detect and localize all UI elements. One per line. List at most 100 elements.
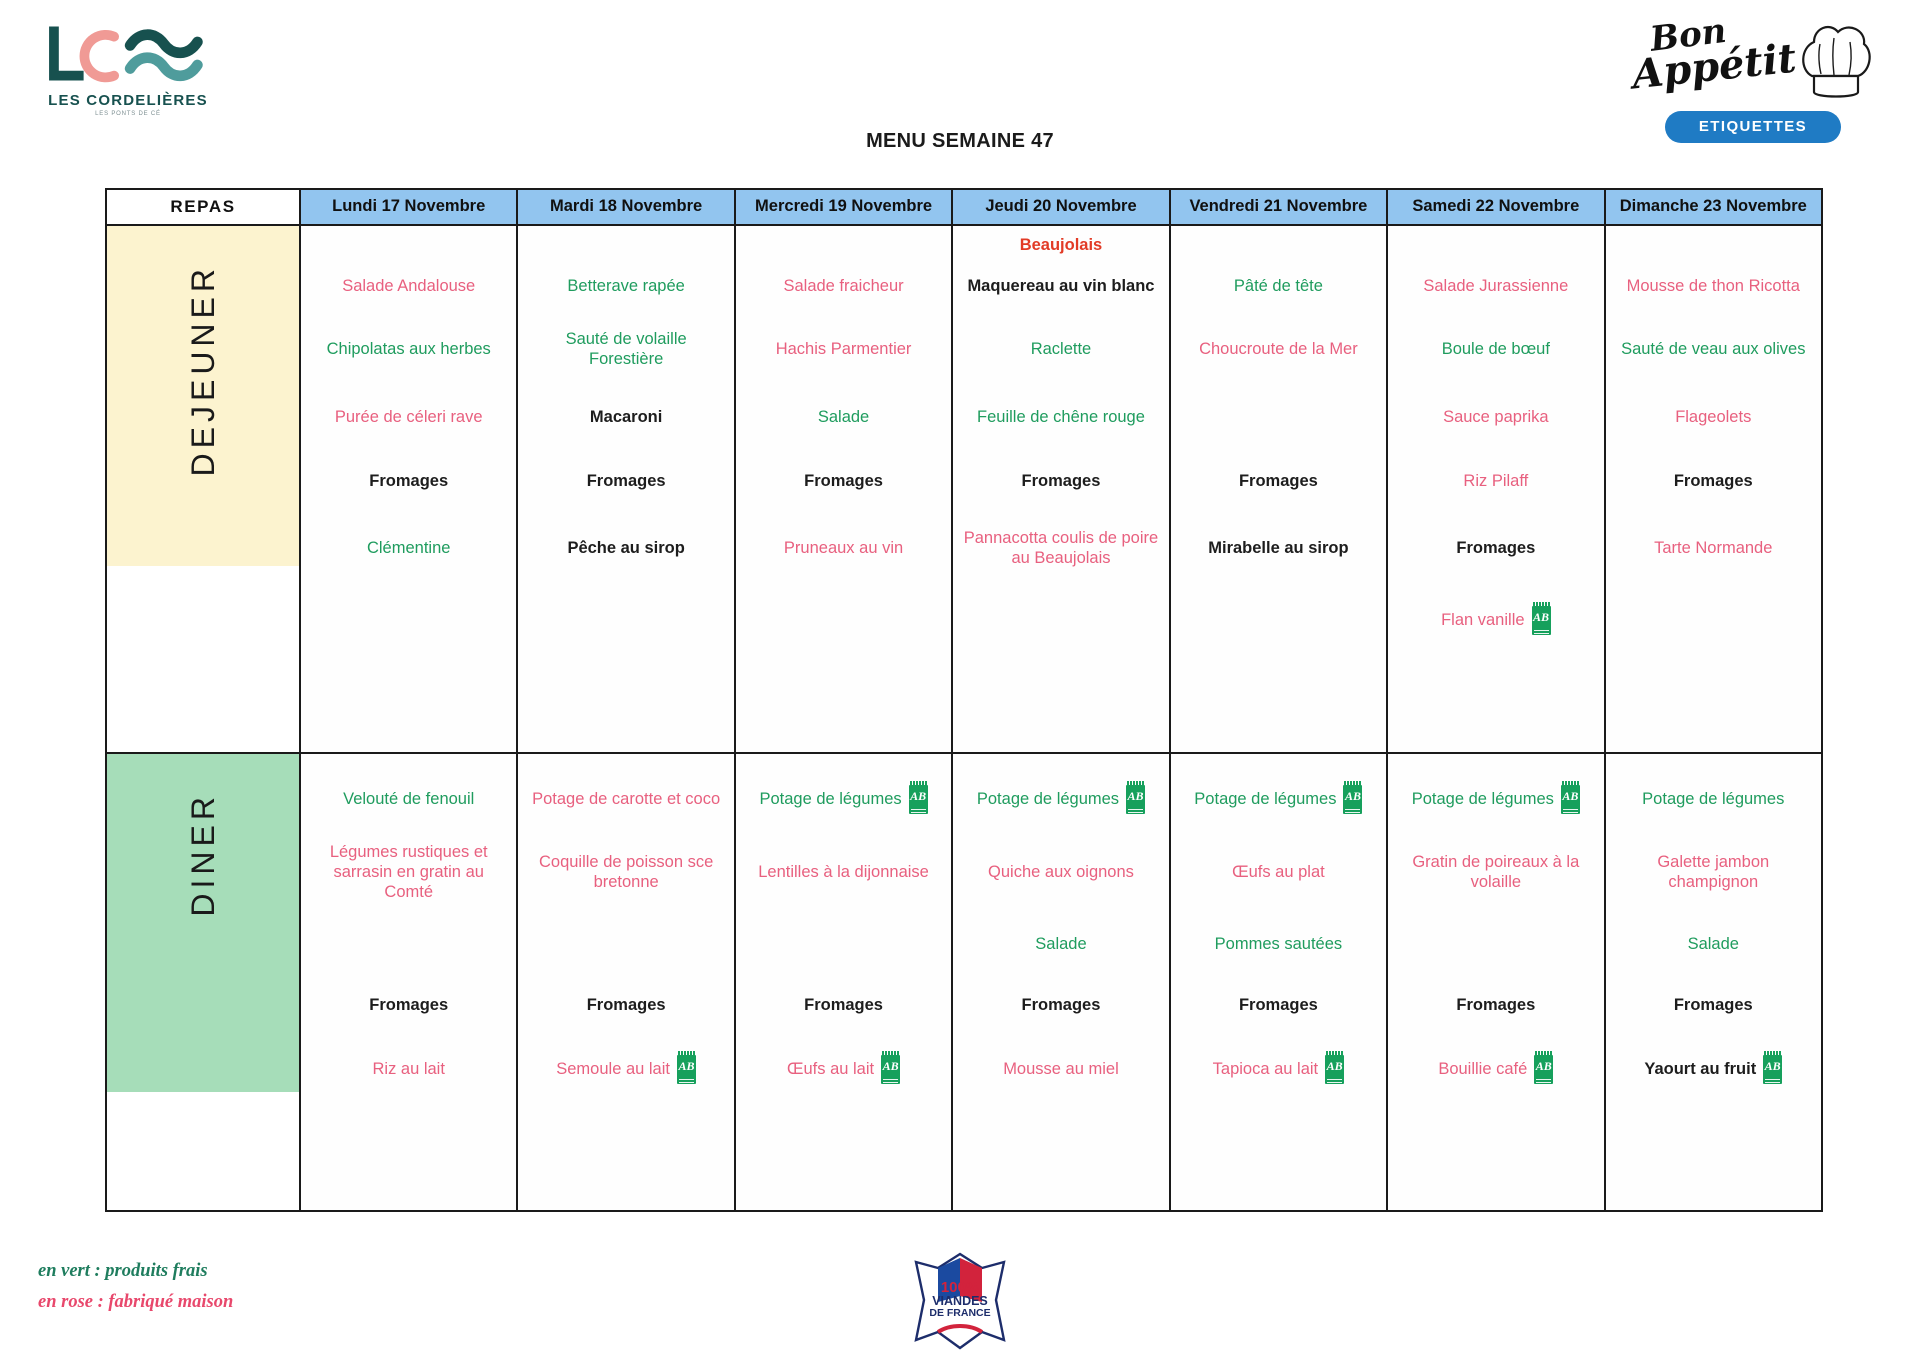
dish-name: Salade bbox=[1687, 934, 1739, 953]
dish-list: Salade Andalouse Chipolatas aux herbes Pur… bbox=[301, 226, 516, 680]
cell-diner-vendredi[interactable]: Potage de légumes AB Œufs au plat Pommes sa… bbox=[1168, 752, 1389, 1212]
cell-diner-lundi[interactable]: Velouté de fenouil Légumes rustiques et s… bbox=[298, 752, 519, 1212]
spacer bbox=[742, 760, 945, 768]
dish-name: Fromages bbox=[1673, 995, 1753, 1014]
cell-diner-dimanche[interactable]: Potage de légumes Galette jambon champign… bbox=[1603, 752, 1824, 1212]
dish-item: Flan vanille AB bbox=[1437, 601, 1554, 635]
dish-slot: Pommes sautées bbox=[1177, 914, 1380, 974]
dish-slot: Riz au lait bbox=[307, 1036, 510, 1102]
cell-dejeuner-mercredi[interactable]: Salade fraicheur Hachis Parmentier Salade F… bbox=[733, 224, 954, 754]
menu-table-container: REPAS Lundi 17 Novembre Mardi 18 Novembr… bbox=[105, 188, 1824, 1212]
dish-slot: Macaroni bbox=[524, 384, 727, 450]
spacer bbox=[959, 760, 1162, 768]
dish-name: Fromages bbox=[369, 471, 449, 490]
cell-dejeuner-lundi[interactable]: Salade Andalouse Chipolatas aux herbes Pur… bbox=[298, 224, 519, 754]
cell-dejeuner-samedi[interactable]: Salade Jurassienne Boule de bœuf Sauce pap… bbox=[1386, 224, 1606, 754]
dish-slot: Pâté de tête bbox=[1177, 258, 1380, 314]
dish-slot bbox=[307, 914, 510, 974]
dish-slot: Œufs au lait AB bbox=[742, 1036, 945, 1102]
spacer bbox=[524, 1102, 727, 1210]
dish-slot: Hachis Parmentier bbox=[742, 314, 945, 384]
dish-slot: Fromages bbox=[1394, 974, 1597, 1036]
dish-name: Macaroni bbox=[589, 407, 663, 426]
meal-row-diner: DINER Velouté de fenouil Légumes rustique… bbox=[105, 752, 1824, 1212]
header-day-dimanche: Dimanche 23 Novembre bbox=[1603, 188, 1824, 226]
dish-item: Coquille de poisson sce bretonne bbox=[524, 852, 727, 892]
dish-name: Riz Pilaff bbox=[1463, 471, 1529, 490]
dish-slot: Fromages bbox=[959, 450, 1162, 512]
dish-name: Salade fraicheur bbox=[783, 276, 904, 295]
dish-name: Fromages bbox=[1021, 995, 1101, 1014]
dish-slot: Maquereau au vin blanc bbox=[959, 258, 1162, 314]
dish-name: Légumes rustiques et sarrasin en gratin … bbox=[329, 842, 488, 902]
dish-name: Raclette bbox=[1030, 339, 1092, 358]
viandes-de-france-icon: 100% VIANDES DE FRANCE bbox=[908, 1250, 1012, 1354]
cell-dejeuner-mardi[interactable]: Betterave rapée Sauté de volaille Foresti… bbox=[516, 224, 736, 754]
dish-item: Potage de carotte et coco bbox=[528, 789, 724, 809]
dish-slot: Flan vanille AB bbox=[1394, 584, 1597, 656]
dish-item: Sauté de veau aux olives bbox=[1617, 339, 1809, 359]
ab-bio-icon: AB bbox=[1534, 1050, 1554, 1084]
dish-slot: Sauté de veau aux olives bbox=[1612, 314, 1815, 384]
ab-bio-icon: AB bbox=[908, 780, 928, 814]
dish-name: Choucroute de la Mer bbox=[1199, 339, 1358, 358]
dish-item: Fromages bbox=[800, 995, 887, 1015]
dish-name: Potage de légumes bbox=[1642, 789, 1785, 808]
dish-list: Betterave rapée Sauté de volaille Foresti… bbox=[518, 226, 733, 680]
ab-bio-icon: AB bbox=[677, 1050, 696, 1084]
dish-name: Flageolets bbox=[1675, 407, 1752, 426]
dish-item: Pâté de tête bbox=[1230, 276, 1327, 296]
dish-name: Gratin de poireaux à la volaille bbox=[1412, 852, 1580, 891]
spacer bbox=[1177, 760, 1380, 768]
dish-name: Potage de légumes bbox=[1194, 789, 1337, 808]
dish-item: Fromages bbox=[1452, 995, 1539, 1015]
spacer bbox=[1612, 584, 1815, 680]
dish-banner: Beaujolais bbox=[1019, 236, 1103, 254]
dish-name: Hachis Parmentier bbox=[775, 339, 912, 358]
dish-name: Maquereau au vin blanc bbox=[967, 276, 1155, 295]
dish-name: Clémentine bbox=[366, 538, 451, 557]
brand-subtitle: LES PONTS DE CÉ bbox=[95, 111, 161, 117]
dish-name: Œufs au plat bbox=[1232, 862, 1325, 881]
dish-item: Feuille de chêne rouge bbox=[973, 407, 1149, 427]
etiquettes-button[interactable]: ETIQUETTES bbox=[1664, 111, 1842, 143]
dish-item: Fromages bbox=[1018, 471, 1105, 491]
dish-item: Semoule au lait AB bbox=[552, 1050, 700, 1084]
cell-diner-mercredi[interactable]: Potage de légumes AB Lentilles à la dijonn… bbox=[733, 752, 954, 1212]
cell-diner-mardi[interactable]: Potage de carotte et coco Coquille de poi… bbox=[516, 752, 736, 1212]
dish-list: Mousse de thon Ricotta Sauté de veau aux … bbox=[1606, 226, 1821, 680]
page-header: LES CORDELIÈRES LES PONTS DE CÉ MENU SEM… bbox=[0, 0, 1920, 185]
cell-dejeuner-dimanche[interactable]: Mousse de thon Ricotta Sauté de veau aux … bbox=[1603, 224, 1824, 754]
dish-name: Sauce paprika bbox=[1443, 407, 1549, 426]
dish-item: Fromages bbox=[1018, 995, 1105, 1015]
dish-slot: Betterave rapée bbox=[524, 258, 727, 314]
dish-slot: Potage de légumes AB bbox=[742, 768, 945, 830]
spacer bbox=[742, 584, 945, 680]
dish-item: Salade bbox=[814, 407, 873, 427]
dish-list: Potage de légumes Galette jambon champign… bbox=[1606, 754, 1821, 1210]
cell-diner-samedi[interactable]: Potage de légumes AB Gratin de poireaux à … bbox=[1386, 752, 1606, 1212]
dish-item: Bouillie café AB bbox=[1434, 1050, 1557, 1084]
dish-item: Sauce paprika bbox=[1439, 407, 1553, 427]
cell-dejeuner-vendredi[interactable]: Pâté de tête Choucroute de la Mer Fromages… bbox=[1168, 224, 1389, 754]
dish-slot: Mousse de thon Ricotta bbox=[1612, 258, 1815, 314]
dish-item: Riz au lait bbox=[368, 1059, 448, 1079]
dish-item: Fromages bbox=[1670, 471, 1757, 491]
dish-item: Yaourt au fruit AB bbox=[1640, 1050, 1786, 1084]
spacer bbox=[1394, 656, 1597, 752]
dish-slot: Potage de légumes AB bbox=[1177, 768, 1380, 830]
cell-dejeuner-jeudi[interactable]: Beaujolais Maquereau au vin blanc Raclette… bbox=[951, 224, 1171, 754]
dish-item: Clémentine bbox=[363, 538, 454, 558]
spacer bbox=[307, 232, 510, 258]
cell-diner-jeudi[interactable]: Potage de légumes AB Quiche aux oignons Sal… bbox=[951, 752, 1171, 1212]
bon-appetit-script: Bon Appétit bbox=[1630, 11, 1799, 99]
dish-slot: Feuille de chêne rouge bbox=[959, 384, 1162, 450]
dish-slot: Coquille de poisson sce bretonne bbox=[524, 830, 727, 914]
dish-item: Potage de légumes AB bbox=[1190, 780, 1366, 814]
ab-bio-icon: AB bbox=[1763, 1050, 1783, 1084]
dish-name: Fromages bbox=[369, 995, 449, 1014]
brand-logo: LES CORDELIÈRES LES PONTS DE CÉ bbox=[38, 26, 218, 117]
dish-item: Potage de légumes AB bbox=[755, 780, 931, 814]
dish-slot: Potage de carotte et coco bbox=[524, 768, 727, 830]
spacer bbox=[1612, 760, 1815, 768]
